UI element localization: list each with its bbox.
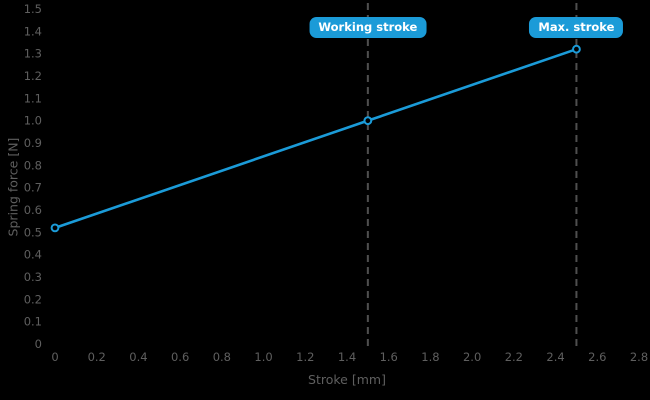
x-tick-label: 0.6 bbox=[171, 350, 189, 364]
x-tick-label: 2.8 bbox=[630, 350, 648, 364]
y-tick-label: 1.4 bbox=[24, 24, 42, 38]
x-tick-label: 0 bbox=[51, 350, 58, 364]
y-tick-label: 0 bbox=[35, 337, 42, 351]
series-line-spring-force bbox=[54, 47, 577, 230]
x-tick-label: 2.0 bbox=[463, 350, 481, 364]
y-tick-label: 0.7 bbox=[24, 181, 42, 195]
y-tick-label: 0.2 bbox=[24, 292, 42, 306]
x-tick-label: 1.0 bbox=[254, 350, 272, 364]
y-tick-label: 0.1 bbox=[24, 315, 42, 329]
data-point-marker bbox=[572, 44, 581, 54]
annotation-badge-max-stroke: Max. stroke bbox=[529, 17, 624, 38]
y-axis-title: Spring force [N] bbox=[5, 137, 21, 237]
x-axis-title: Stroke [mm] bbox=[308, 372, 386, 387]
x-tick-label: 1.2 bbox=[296, 350, 314, 364]
x-tick-label: 0.8 bbox=[213, 350, 231, 364]
x-tick-label: 1.6 bbox=[380, 350, 398, 364]
data-point-marker bbox=[363, 116, 373, 126]
y-tick-label: 0.4 bbox=[24, 248, 42, 262]
y-tick-label: 1.0 bbox=[24, 114, 42, 128]
x-tick-label: 2.2 bbox=[505, 350, 523, 364]
y-tick-label: 0.3 bbox=[24, 270, 42, 284]
y-tick-label: 0.6 bbox=[24, 203, 42, 217]
y-tick-label: 1.5 bbox=[24, 2, 42, 16]
y-tick-label: 1.1 bbox=[24, 91, 42, 105]
y-tick-label: 0.8 bbox=[24, 158, 42, 172]
y-tick-label: 0.5 bbox=[24, 225, 42, 239]
x-tick-label: 1.4 bbox=[338, 350, 356, 364]
x-tick-label: 2.4 bbox=[546, 350, 564, 364]
x-tick-label: 2.6 bbox=[588, 350, 606, 364]
x-tick-label: 0.4 bbox=[129, 350, 147, 364]
x-tick-label: 1.8 bbox=[421, 350, 439, 364]
data-point-marker bbox=[50, 223, 60, 233]
x-tick-label: 0.2 bbox=[88, 350, 106, 364]
y-tick-label: 1.3 bbox=[24, 47, 42, 61]
y-tick-label: 0.9 bbox=[24, 136, 42, 150]
annotation-badge-working-stroke: Working stroke bbox=[309, 17, 427, 38]
y-tick-label: 1.2 bbox=[24, 69, 42, 83]
